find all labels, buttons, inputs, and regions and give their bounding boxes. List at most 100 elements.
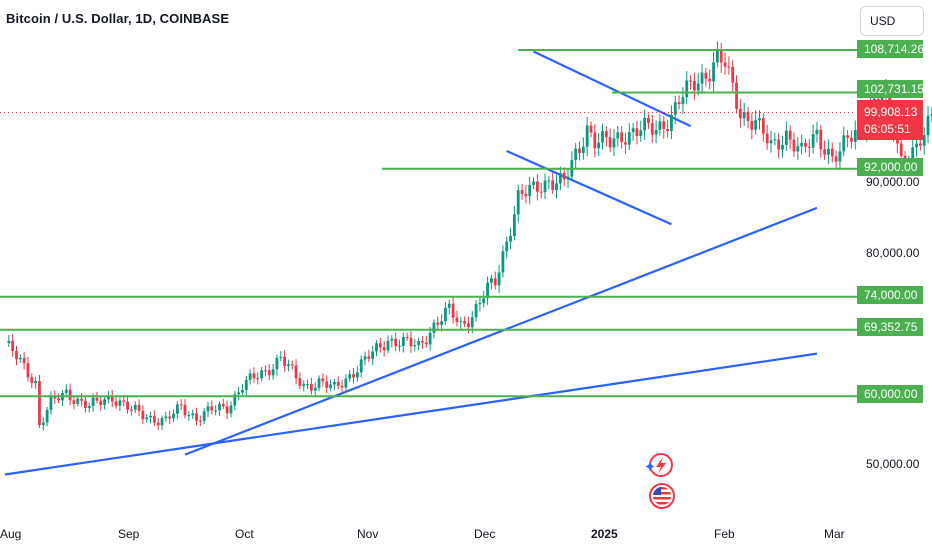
candle: [294, 359, 298, 385]
candle: [183, 399, 187, 419]
candle: [501, 245, 505, 278]
candle: [769, 130, 773, 153]
candle: [685, 71, 689, 105]
candle: [382, 340, 386, 357]
x-tick-label: Aug: [0, 527, 21, 541]
candle: [539, 182, 543, 199]
candle: [620, 125, 624, 149]
x-tick-label: Oct: [235, 527, 254, 541]
candle: [57, 393, 61, 404]
candle: [355, 366, 359, 382]
candle: [218, 401, 221, 416]
chart-title: Bitcoin / U.S. Dollar, 1D, COINBASE: [6, 11, 230, 26]
lightning-event-icon[interactable]: [645, 453, 673, 477]
candle: [325, 375, 329, 394]
candle: [145, 414, 149, 423]
candle: [558, 166, 562, 191]
candle: [11, 334, 15, 357]
candle: [535, 174, 539, 201]
candle: [41, 417, 45, 431]
trendline: [533, 50, 692, 128]
candle: [80, 393, 83, 407]
candle: [68, 383, 72, 405]
candle: [87, 402, 91, 413]
candle: [597, 133, 601, 157]
candle: [512, 206, 516, 241]
candle: [164, 411, 168, 422]
candle: [137, 399, 141, 417]
candle: [463, 316, 466, 328]
candle: [191, 409, 195, 419]
candle: [84, 395, 87, 413]
candle: [509, 228, 512, 250]
candle: [547, 175, 551, 190]
candle: [807, 138, 811, 158]
candle: [555, 174, 558, 199]
level-label-text: 69,352.75: [864, 320, 918, 334]
candle: [585, 117, 589, 157]
x-tick-label: Feb: [714, 527, 735, 541]
candle: [754, 110, 758, 135]
candle: [279, 351, 283, 362]
candle: [206, 401, 210, 418]
current-price-label: 99,908.13 06:05:51: [857, 100, 923, 140]
candle: [267, 364, 271, 381]
candle: [474, 300, 478, 322]
candle: [287, 359, 290, 372]
candle: [624, 132, 627, 155]
candle: [639, 120, 643, 142]
candle: [229, 401, 233, 418]
trendline: [506, 149, 672, 226]
candle: [26, 356, 30, 382]
trendlines: [4, 50, 818, 476]
y-tick-label: 80,000.00: [866, 246, 920, 260]
candle: [658, 114, 662, 136]
candle: [317, 375, 321, 392]
candle: [689, 75, 692, 90]
candle: [168, 410, 172, 425]
candle: [22, 351, 26, 370]
candle: [390, 335, 394, 348]
candle: [578, 141, 581, 161]
candle: [773, 132, 777, 146]
candle: [38, 374, 41, 428]
candle: [7, 335, 11, 348]
candle: [792, 132, 796, 157]
countdown-text: 06:05:51: [864, 122, 911, 136]
candle: [275, 354, 279, 376]
candle: [298, 372, 302, 390]
candle: [302, 380, 306, 392]
candle: [551, 172, 555, 194]
level-label-text: 108,714.26: [864, 42, 924, 56]
candle: [478, 297, 482, 312]
candle: [336, 376, 340, 390]
candle: [528, 176, 532, 205]
candle: [608, 128, 612, 153]
level-label-102731: 102,731.15: [857, 80, 924, 98]
candle: [363, 351, 367, 366]
candle: [126, 395, 129, 414]
candle: [654, 120, 658, 144]
level-label-74000: 74,000.00: [857, 286, 923, 304]
candle: [490, 274, 493, 290]
candle: [758, 110, 761, 130]
candle: [15, 345, 18, 366]
level-label-text: 74,000.00: [864, 288, 918, 302]
candle: [796, 136, 800, 160]
candle: [853, 120, 857, 150]
candle: [398, 339, 401, 352]
us-flag-event-icon[interactable]: [649, 483, 675, 509]
candle: [401, 332, 405, 353]
candle: [574, 143, 578, 169]
level-label-69352: 69,352.75: [857, 318, 923, 336]
candle: [493, 271, 497, 290]
candle: [306, 379, 309, 390]
currency-selector[interactable]: USD: [860, 6, 924, 36]
candle: [761, 113, 765, 142]
candle: [252, 367, 256, 383]
candle: [700, 64, 704, 94]
candle: [367, 349, 371, 363]
candle: [417, 337, 421, 351]
level-label-60000: 60,000.00: [857, 385, 923, 403]
